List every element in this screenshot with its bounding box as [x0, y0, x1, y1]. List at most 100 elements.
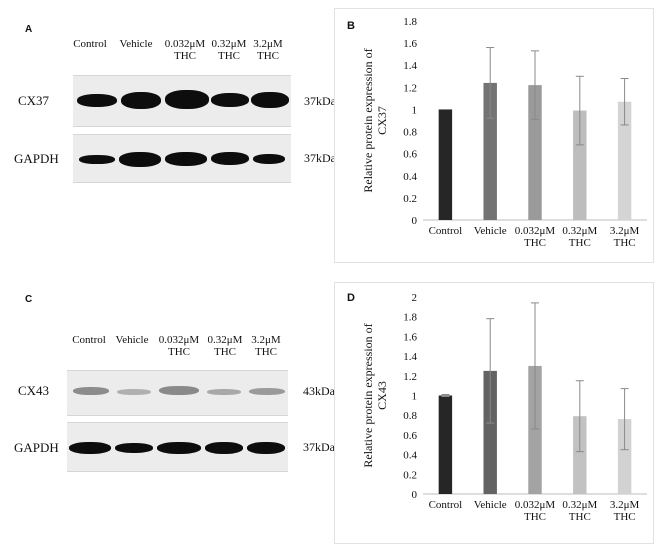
chart-b-x-tick-label: 0.32μM: [562, 225, 597, 237]
blot-band: [77, 94, 117, 107]
blot-c-lane-label: 0.32μM THC: [207, 334, 243, 358]
blot-band: [79, 155, 115, 164]
blot-band: [159, 386, 199, 395]
chart-d-y-tick-label: 0.8: [403, 410, 417, 422]
chart-d-panel-letter: D: [347, 292, 355, 304]
chart-b-x-tick-label: THC: [569, 237, 591, 249]
chart-d-y-tick-label: 1.6: [403, 331, 417, 343]
chart-d-bar: [528, 365, 542, 494]
chart-b-plot: B 0 0.2 0.4 0.6 0.8 1 1.2 1.4 1.6 1.8 Control Vehic…: [347, 16, 647, 249]
chart-b-y-tick-label: 0.8: [403, 127, 417, 139]
chart-b-bar: [617, 101, 632, 220]
chart-d-bar: [573, 416, 587, 494]
blot-c-row-label-gapdh: GAPDH: [14, 440, 59, 455]
chart-d-x-tick-label: THC: [569, 511, 591, 523]
chart-b-x-tick-label: Vehicle: [474, 225, 507, 237]
blot-c-row-label-cx43: CX43: [18, 383, 50, 398]
chart-d-x-tick-label: Vehicle: [474, 499, 507, 511]
panel-letter-c: C: [25, 294, 33, 305]
chart-b-bar: [528, 85, 542, 220]
chart-b-bar: [438, 109, 453, 220]
blot-band: [207, 389, 241, 395]
chart-d-y-tick-label: 0.6: [403, 430, 417, 442]
chart-b-panel-letter: B: [347, 20, 355, 32]
chart-b-y-tick-label: 1.6: [403, 38, 417, 50]
blot-a-kda-gapdh: 37kDa: [304, 151, 336, 165]
chart-b-y-axis-label: CX37: [375, 106, 389, 135]
chart-d-x-tick-label: THC: [524, 511, 546, 523]
blot-a-row-label-gapdh: GAPDH: [14, 151, 59, 166]
chart-d-x-tick-label: Control: [429, 499, 463, 511]
chart-d-y-tick-label: 0.4: [403, 450, 417, 462]
chart-d-x-tick-label: 3.2μM: [610, 499, 640, 511]
blot-band: [165, 152, 207, 166]
blot-band: [205, 442, 243, 454]
blot-a-lane-label: 3.2μM THC: [253, 38, 283, 62]
blot-band: [115, 443, 153, 453]
chart-b-bar: [483, 82, 497, 221]
blot-band: [119, 152, 161, 167]
blot-c-lane-label: 3.2μM THC: [251, 334, 281, 358]
blot-a-lane-label: 0.32μM THC: [211, 38, 247, 62]
blot-band: [251, 92, 289, 108]
blot-a-lane-label: Vehicle: [119, 38, 153, 50]
chart-d-bar: [438, 395, 453, 494]
panel-letter-a: A: [25, 24, 33, 35]
chart-d-y-tick-label: 0: [412, 489, 418, 501]
chart-d-y-tick-label: 1: [412, 391, 418, 403]
blot-band: [249, 388, 285, 395]
blot-band: [165, 90, 209, 109]
blot-c-lane-label: Vehicle: [115, 334, 149, 346]
chart-d-y-tick-label: 0.2: [403, 469, 417, 481]
chart-b-frame: B 0 0.2 0.4 0.6 0.8 1 1.2 1.4 1.6 1.8 Control Vehic…: [334, 8, 654, 263]
chart-d-y-tick-label: 1.8: [403, 312, 417, 324]
chart-d-x-tick-label: THC: [614, 511, 636, 523]
blot-c-kda-cx43: 43kDa: [303, 384, 335, 398]
chart-b-x-tick-label: Control: [429, 225, 463, 237]
blot-a-lane-label: 0.032μM THC: [164, 38, 206, 62]
chart-d-y-tick-label: 1.4: [403, 351, 417, 363]
chart-d-bar: [483, 370, 497, 494]
chart-d-y-tick-label: 1.2: [403, 371, 417, 383]
chart-d-y-axis-label: CX43: [375, 381, 389, 410]
chart-d-y-tick-label: 2: [412, 292, 418, 304]
blot-a-lane-label: Control: [73, 38, 107, 50]
chart-b-y-tick-label: 0.6: [403, 149, 417, 161]
chart-b-x-tick-label: 3.2μM: [610, 225, 640, 237]
blot-band: [253, 154, 285, 164]
chart-b-y-tick-label: 1.2: [403, 82, 417, 94]
blot-c-kda-gapdh: 37kDa: [303, 440, 335, 454]
blot-c-gapdh-strip: [67, 422, 288, 472]
chart-d-x-tick-label: 0.032μM: [515, 499, 556, 511]
blot-band: [121, 92, 161, 109]
blot-band: [117, 389, 151, 395]
chart-d-bar: [617, 419, 632, 494]
chart-b-y-tick-label: 1: [412, 104, 418, 116]
blot-band: [73, 387, 109, 395]
blot-a-kda-cx37: 37kDa: [304, 94, 336, 108]
chart-b-x-tick-label: 0.032μM: [515, 225, 556, 237]
chart-b-y-tick-label: 0: [412, 215, 418, 227]
chart-d-x-tick-label: 0.32μM: [562, 499, 597, 511]
blot-c-lane-label: Control: [72, 334, 106, 346]
chart-d-y-axis-label: Relative protein expression of: [361, 323, 375, 467]
blot-a-gapdh-strip: [73, 134, 291, 183]
blot-a-cx37-strip: [73, 75, 291, 127]
blot-a-row-label-cx37: CX37: [18, 93, 50, 108]
chart-d-frame: D 0 0.2 0.4 0.6 0.8 1 1.2 1.4 1.6 1.8 2 Control Vehi…: [334, 282, 654, 544]
blot-c-cx43-strip: [67, 370, 288, 416]
blot-band: [247, 442, 285, 454]
chart-b-y-tick-label: 1.4: [403, 60, 417, 72]
chart-b-x-tick-label: THC: [614, 237, 636, 249]
blot-band: [157, 442, 201, 454]
blot-c-lane-label: 0.032μM THC: [158, 334, 200, 358]
chart-b-bar: [573, 110, 587, 220]
chart-b-y-axis-label: Relative protein expression of: [361, 48, 375, 192]
blot-band: [211, 152, 249, 165]
chart-b-y-tick-label: 1.8: [403, 16, 417, 28]
chart-b-x-tick-label: THC: [524, 237, 546, 249]
chart-b-y-tick-label: 0.4: [403, 171, 417, 183]
chart-b-y-tick-label: 0.2: [403, 193, 417, 205]
chart-d-plot: D 0 0.2 0.4 0.6 0.8 1 1.2 1.4 1.6 1.8 2 Control Vehi…: [347, 292, 647, 523]
blot-band: [69, 442, 111, 454]
